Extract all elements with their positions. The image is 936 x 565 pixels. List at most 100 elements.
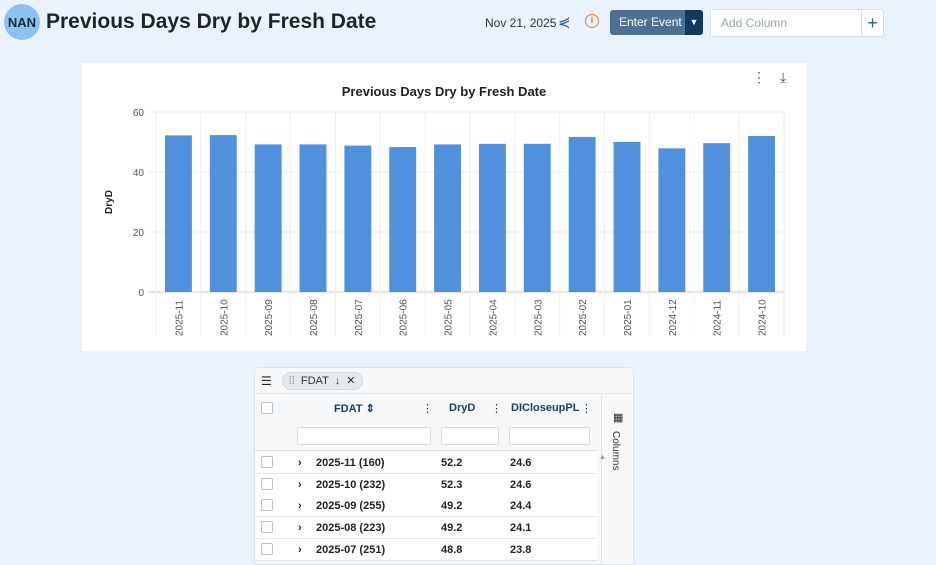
table-row[interactable]: › 2025-10 (232) 52.3 24.6 (255, 473, 597, 496)
bar (164, 135, 192, 292)
bar (389, 147, 417, 292)
y-tick-label: 20 (133, 228, 145, 239)
bar (434, 144, 462, 292)
bar-chart: Previous Days Dry by Fresh Date 0 20 40 60 Dr… (104, 84, 785, 336)
columns-side-panel[interactable]: ▦ Columns (601, 395, 633, 564)
bar (523, 143, 551, 292)
y-tick-label: 0 (138, 288, 144, 299)
x-tick-label: 2025-05 (444, 299, 455, 336)
columns-panel-label[interactable]: Columns (610, 431, 621, 471)
cell-dryd: 52.2 (441, 457, 463, 469)
row-checkbox[interactable] (261, 542, 273, 555)
bar (254, 144, 282, 292)
remove-icon[interactable]: ✕ (346, 375, 356, 387)
column-header-fdat[interactable]: FDAT ⇕ (334, 402, 375, 415)
x-tick-label: 2024-10 (758, 299, 769, 336)
caret-down-icon[interactable]: ▼ (685, 10, 703, 35)
scroll-up-icon[interactable]: ▲ (599, 454, 606, 461)
x-tick-label: 2024-12 (668, 299, 679, 336)
cell-fdat: 2025-08 (223) (316, 522, 386, 535)
sort-desc-icon[interactable]: ↓ (334, 374, 341, 387)
group-chip-fdat[interactable]: ⁞⁞ FDAT ↓ ✕ (281, 371, 363, 390)
x-tick-label: 2024-11 (713, 300, 724, 336)
table-row[interactable]: › 2025-09 (255) 49.2 24.4 (255, 495, 597, 518)
page-title: Previous Days Dry by Fresh Date (46, 10, 377, 33)
expand-chevron-icon[interactable]: › (298, 457, 302, 469)
add-column-field: + (710, 9, 884, 37)
date-label: Nov 21, 2025 (485, 16, 557, 30)
cell-dicloseuppl: 24.1 (510, 522, 532, 535)
y-tick-label: 40 (133, 168, 145, 179)
table-row[interactable]: › 2025-07 (251) 48.8 23.8 (255, 538, 597, 561)
x-tick-label: 2025-06 (399, 299, 410, 336)
group-panel-icon[interactable]: ☰ (261, 373, 272, 388)
sort-icon[interactable]: ⇕ (365, 403, 375, 415)
row-checkbox[interactable] (261, 521, 273, 534)
x-tick-label: 2025-07 (354, 299, 365, 336)
filter-dryd-input[interactable] (441, 427, 499, 445)
cell-fdat: 2025-07 (251) (316, 543, 386, 556)
cell-fdat: 2025-09 (255) (316, 500, 386, 513)
drag-handle-icon[interactable]: ⁞⁞ (288, 374, 295, 387)
expand-chevron-icon[interactable]: › (298, 500, 302, 513)
filter-fdat-input[interactable] (297, 427, 431, 445)
column-menu-icon[interactable]: ⋮ (422, 403, 433, 415)
download-icon[interactable]: ⤓ (780, 69, 787, 85)
x-tick-label: 2025-03 (533, 299, 544, 336)
x-tick-label: 2025-02 (578, 299, 589, 336)
column-header-dryd[interactable]: DryD (449, 402, 476, 414)
x-tick-label: 2025-04 (488, 299, 499, 336)
plus-icon[interactable]: + (861, 10, 883, 36)
row-checkbox[interactable] (261, 477, 273, 490)
x-tick-label: 2025-08 (309, 299, 320, 336)
bar (658, 148, 686, 292)
add-column-input[interactable] (711, 10, 861, 36)
y-tick-label: 60 (133, 108, 145, 119)
filter-dicloseuppl-input[interactable] (509, 427, 590, 445)
expand-chevron-icon[interactable]: › (298, 522, 302, 535)
bar (703, 143, 731, 292)
app-logo: NAN (4, 4, 40, 40)
more-vertical-icon[interactable]: ⋮ (752, 69, 766, 85)
table-row[interactable]: › 2025-11 (160) 52.2 24.6 (255, 452, 597, 474)
bar (344, 145, 372, 292)
bar (568, 136, 596, 292)
bar (478, 143, 506, 292)
grid-toolbar: ☰ ⁞⁞ FDAT ↓ ✕ (255, 368, 633, 394)
share-icon[interactable]: ⋞ (558, 14, 571, 31)
cell-dicloseuppl: 23.8 (510, 543, 532, 556)
chart-card: ⋮ ⤓ Previous Days Dry by Fresh Date 0 20 40… (82, 63, 806, 351)
grid-header: FDAT ⇕ ⋮ DryD ⋮ DICloseupPL ⋮ (255, 395, 597, 451)
cell-dryd: 49.2 (441, 522, 463, 535)
cell-dryd: 52.3 (441, 478, 463, 491)
bar (748, 136, 776, 292)
x-tick-label: 2025-10 (219, 299, 230, 336)
column-header-dicloseuppl[interactable]: DICloseupPL (511, 402, 580, 414)
select-all-checkbox[interactable] (261, 402, 273, 414)
bar (613, 142, 641, 292)
column-label: FDAT (334, 403, 363, 415)
y-axis-label: DryD (104, 190, 115, 214)
cell-dicloseuppl: 24.6 (510, 457, 532, 469)
data-grid: ☰ ⁞⁞ FDAT ↓ ✕ FDAT ⇕ ⋮ DryD ⋮ DICloseupP… (254, 367, 634, 565)
row-checkbox[interactable] (261, 499, 273, 512)
enter-event-label[interactable]: Enter Event (610, 10, 685, 35)
expand-chevron-icon[interactable]: › (298, 543, 302, 556)
cell-dryd: 48.8 (441, 543, 463, 556)
column-menu-icon[interactable]: ⋮ (581, 403, 592, 415)
info-icon[interactable]: i (585, 14, 599, 28)
cell-dryd: 49.2 (441, 500, 463, 513)
enter-event-button[interactable]: Enter Event ▼ (610, 10, 703, 35)
bar (209, 135, 237, 292)
row-checkbox[interactable] (261, 456, 273, 468)
cell-fdat: 2025-10 (232) (316, 478, 386, 491)
cell-dicloseuppl: 24.6 (510, 478, 532, 491)
logo-text: NAN (7, 14, 37, 30)
cell-dicloseuppl: 24.4 (510, 500, 532, 513)
columns-icon: ▦ (613, 412, 624, 424)
column-menu-icon[interactable]: ⋮ (491, 403, 502, 415)
expand-chevron-icon[interactable]: › (298, 478, 302, 491)
bar (299, 144, 327, 292)
table-row[interactable]: › 2025-08 (223) 49.2 24.1 (255, 517, 597, 540)
chart-title: Previous Days Dry by Fresh Date (342, 84, 546, 99)
